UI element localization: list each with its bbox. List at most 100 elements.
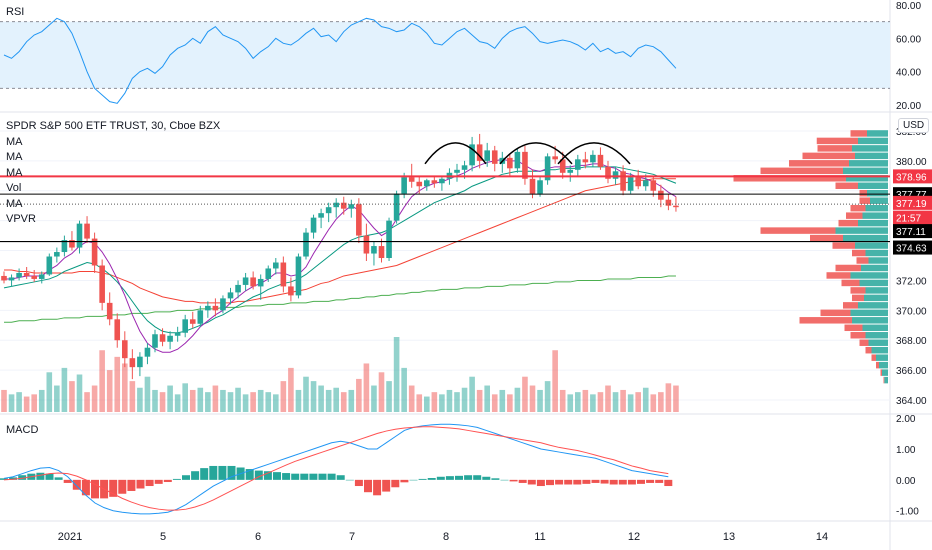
vpvr-bar-down — [841, 279, 860, 287]
volume-bar — [491, 394, 498, 412]
volume-bar — [424, 396, 430, 412]
macd-histogram-bar — [391, 479, 400, 488]
indicator-vol[interactable]: Vol — [6, 182, 22, 194]
volume-bar — [408, 385, 415, 412]
indicator-ma-1[interactable]: MA — [6, 136, 23, 148]
indicator-ma-4[interactable]: MA — [6, 198, 23, 210]
candle-body — [280, 262, 287, 287]
vpvr-bar-down — [859, 197, 870, 204]
vpvr-bar-up — [865, 249, 888, 257]
macd-histogram-bar — [491, 478, 500, 480]
price-tick-label: 366.00 — [896, 366, 927, 377]
vpvr-bar-up — [861, 264, 888, 272]
volume-bar — [46, 372, 53, 412]
volume-bar — [318, 385, 324, 412]
indicator-ma-2[interactable]: MA — [6, 151, 23, 163]
volume-bar — [205, 392, 211, 412]
candle-body — [273, 262, 279, 269]
macd-histogram-bar — [54, 477, 63, 480]
rsi-title: RSI — [6, 6, 25, 18]
vpvr-bar-down — [876, 361, 879, 369]
vpvr-bar-up — [843, 234, 888, 242]
volume-bar — [658, 392, 664, 412]
candle-body — [16, 272, 22, 278]
candle-body — [99, 265, 105, 303]
vpvr-bar-up — [867, 189, 888, 197]
currency-label: USD — [898, 118, 930, 133]
candle-body — [567, 169, 574, 173]
candle-body — [537, 180, 543, 194]
x-tick-label: 8 — [443, 531, 449, 543]
candle-body — [129, 358, 136, 368]
indicator-ma-3[interactable]: MA — [6, 167, 23, 179]
candle-body — [627, 177, 634, 191]
candle-body — [529, 178, 536, 194]
volume-bar — [84, 392, 90, 412]
macd-histogram-bar — [573, 479, 582, 485]
indicator-vpvr[interactable]: VPVR — [6, 213, 36, 225]
macd-histogram-bar — [591, 479, 600, 483]
vpvr-bar-up — [882, 369, 888, 376]
vpvr-bar-down — [760, 227, 836, 234]
ma-line-mid — [3, 166, 677, 334]
candle-body — [46, 256, 53, 275]
vpvr-bar-down — [859, 189, 867, 197]
vpvr-bar-up — [864, 294, 888, 302]
vpvr-bar-up — [855, 242, 888, 249]
vpvr-bar-down — [871, 354, 876, 361]
signal-line — [3, 426, 669, 511]
macd-histogram-bar — [91, 479, 99, 499]
macd-tick-label: 2.00 — [896, 414, 916, 425]
price-tag-label: 377.19 — [896, 199, 927, 210]
candle-body — [476, 144, 483, 161]
volume-bar — [431, 392, 438, 412]
vpvr-bar-down — [838, 219, 858, 227]
macd-histogram-bar — [63, 479, 72, 483]
vpvr-bar-down — [799, 317, 852, 324]
volume-bar — [499, 389, 506, 412]
candle-body — [288, 286, 294, 296]
vpvr-bar-down — [852, 249, 866, 257]
volume-bar — [378, 372, 385, 412]
vpvr-bar-up — [865, 204, 888, 212]
price-tag-label: 374.63 — [896, 244, 927, 255]
volume-bar — [393, 337, 400, 412]
volume-bar — [635, 392, 641, 412]
price-title: SPDR S&P 500 ETF TRUST, 30, Cboe BZX — [6, 120, 221, 132]
vpvr-bar-up — [858, 302, 888, 309]
candle-body — [122, 340, 128, 359]
vpvr-bar-up — [876, 354, 888, 361]
macd-histogram-bar — [382, 479, 391, 492]
volume-bar — [152, 389, 158, 412]
candle-body — [363, 235, 370, 254]
vpvr-bar-up — [884, 376, 888, 384]
macd-histogram-bar — [209, 465, 218, 480]
vpvr-bar-up — [850, 272, 888, 279]
macd-histogram-bar — [600, 479, 609, 484]
macd-histogram-bar — [582, 479, 591, 484]
macd-histogram-bar — [9, 477, 18, 480]
x-tick-label: 7 — [349, 531, 355, 543]
ma-line-long — [4, 275, 676, 323]
volume-bar — [220, 389, 226, 412]
macd-histogram-bar — [527, 479, 536, 485]
volume-bar — [1, 389, 7, 412]
volume-bar — [620, 389, 626, 412]
volume-bar — [454, 392, 460, 412]
vpvr-bar-up — [868, 257, 888, 264]
candle-body — [114, 319, 121, 341]
volume-bar — [461, 387, 468, 412]
candle-body — [106, 302, 113, 320]
macd-histogram-bar — [154, 479, 163, 484]
candle-body — [491, 150, 498, 164]
rsi-tick-label: 20.00 — [896, 101, 921, 112]
macd-histogram-bar — [200, 468, 209, 480]
macd-histogram-bar — [191, 471, 200, 480]
candle-body — [590, 154, 596, 163]
candle-body — [303, 232, 309, 257]
pattern-arc — [424, 142, 487, 165]
volume-bar — [288, 367, 294, 412]
vpvr-bar-up — [852, 317, 888, 324]
macd-histogram-bar — [45, 473, 54, 480]
